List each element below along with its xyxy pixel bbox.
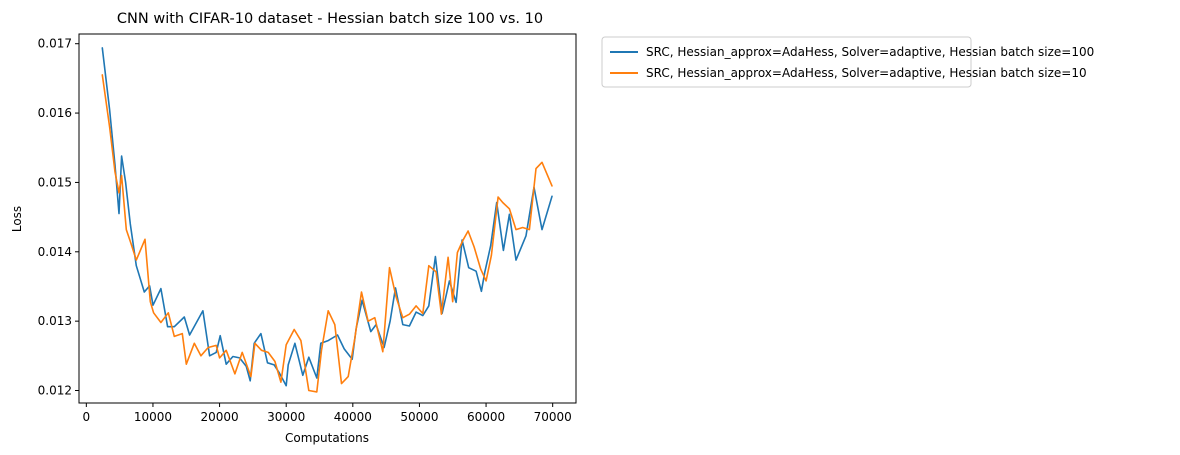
x-tick-label: 30000 [267, 410, 305, 424]
series-line-2 [101, 74, 553, 393]
y-tick-label: 0.015 [38, 175, 72, 189]
legend-frame [601, 36, 972, 88]
x-tick-label: 50000 [400, 410, 438, 424]
x-tick-label: 20000 [200, 410, 238, 424]
y-tick-label: 0.012 [38, 384, 72, 398]
y-tick-label: 0.014 [38, 245, 72, 259]
chart-title: CNN with CIFAR-10 dataset - Hessian batc… [117, 11, 543, 27]
x-tick-label: 70000 [534, 410, 572, 424]
x-axis-label: Computations [285, 431, 369, 445]
y-tick-label: 0.016 [38, 106, 72, 120]
y-axis: 0.012 0.013 0.014 0.015 0.016 0.017 [38, 37, 79, 398]
x-tick-label: 10000 [134, 410, 172, 424]
x-tick-label: 60000 [467, 410, 505, 424]
legend: SRC, Hessian_approx=AdaHess, Solver=adap… [601, 36, 1094, 88]
legend-label-series-1: SRC, Hessian_approx=AdaHess, Solver=adap… [646, 45, 1094, 59]
x-axis: 0 10000 20000 30000 40000 50000 60000 70000 [83, 403, 572, 424]
x-tick-label: 0 [83, 410, 91, 424]
plot-lines [101, 47, 553, 393]
y-tick-label: 0.013 [38, 314, 72, 328]
y-axis-label: Loss [10, 206, 24, 232]
x-tick-label: 40000 [334, 410, 372, 424]
plot-frame [78, 33, 577, 404]
y-tick-label: 0.017 [38, 37, 72, 51]
series-line-1 [101, 47, 553, 387]
legend-label-series-2: SRC, Hessian_approx=AdaHess, Solver=adap… [646, 66, 1087, 80]
